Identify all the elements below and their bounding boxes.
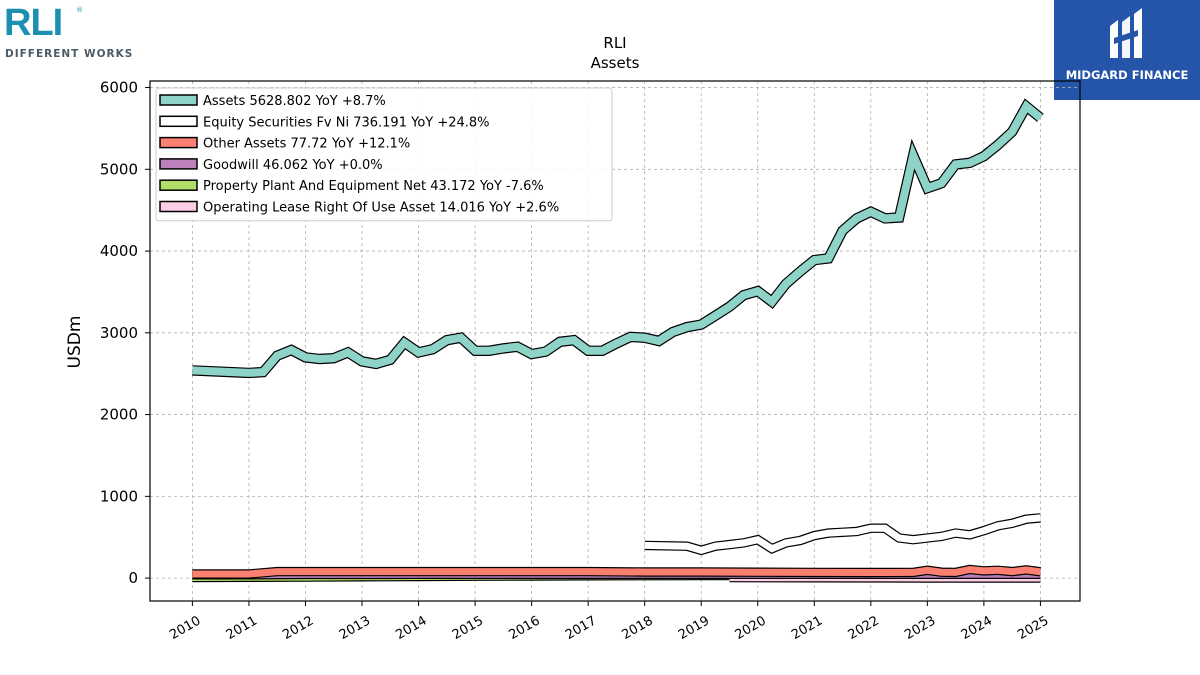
legend-swatch bbox=[159, 179, 198, 191]
midgard-finance-logo: MIDGARD FINANCE bbox=[1054, 0, 1200, 100]
y-tick-label: 4000 bbox=[100, 242, 138, 260]
y-tick-label: 6000 bbox=[100, 79, 138, 97]
x-tick-label: 2021 bbox=[789, 613, 825, 643]
x-tick-label: 2024 bbox=[959, 613, 995, 643]
y-tick-label: 3000 bbox=[100, 324, 138, 342]
x-tick-label: 2011 bbox=[224, 613, 260, 643]
x-tick-label: 2014 bbox=[393, 613, 429, 643]
x-tick-label: 2017 bbox=[563, 613, 599, 643]
legend: Assets 5628.802 YoY +8.7% Equity Securiti… bbox=[155, 87, 613, 222]
legend-entry-label: Equity Securities Fv Ni 736.191 YoY +24.… bbox=[203, 115, 490, 130]
legend-entry-label: Goodwill 46.062 YoY +0.0% bbox=[203, 158, 383, 173]
legend-entry-label: Assets 5628.802 YoY +8.7% bbox=[203, 94, 386, 109]
x-tick-label: 2019 bbox=[676, 613, 712, 643]
chart-title: RLI bbox=[603, 34, 626, 52]
chart-subtitle: Assets bbox=[591, 54, 640, 72]
midgard-emblem-icon bbox=[1110, 8, 1142, 58]
legend-entry-label: Property Plant And Equipment Net 43.172 … bbox=[203, 179, 544, 194]
x-tick-label: 2023 bbox=[902, 613, 938, 643]
series-other-assets-line bbox=[192, 565, 1041, 578]
legend-box bbox=[155, 87, 613, 222]
x-tick-label: 2016 bbox=[506, 613, 542, 643]
rli-tagline: DIFFERENT WORKS bbox=[5, 48, 134, 60]
x-tick-label: 2018 bbox=[620, 613, 656, 643]
legend-swatch bbox=[159, 158, 198, 170]
x-tick-label: 2025 bbox=[1015, 613, 1051, 643]
midgard-finance-name: MIDGARD FINANCE bbox=[1065, 68, 1189, 82]
rli-logo-mark: RLI bbox=[4, 2, 63, 44]
y-tick-label: 2000 bbox=[100, 406, 138, 424]
legend-swatch bbox=[159, 115, 198, 128]
legend-entry-label: Other Assets 77.72 YoY +12.1% bbox=[203, 137, 410, 152]
legend-swatch bbox=[159, 94, 198, 106]
series-assets-line bbox=[192, 100, 1043, 377]
rli-logo: RLI ® DIFFERENT WORKS bbox=[4, 4, 144, 64]
y-tick-label: 5000 bbox=[100, 160, 138, 178]
y-axis-label: USDm bbox=[65, 316, 85, 369]
legend-swatch bbox=[159, 136, 198, 149]
legend-swatch bbox=[159, 200, 198, 213]
legend-entry-label: Operating Lease Right Of Use Asset 14.01… bbox=[203, 201, 559, 216]
x-tick-label: 2010 bbox=[167, 613, 203, 643]
x-tick-label: 2012 bbox=[280, 613, 316, 643]
plot-frame bbox=[149, 80, 1081, 602]
x-tick-label: 2015 bbox=[450, 613, 486, 643]
y-tick-label: 1000 bbox=[100, 487, 138, 505]
x-tick-label: 2013 bbox=[337, 613, 373, 643]
x-tick-label: 2022 bbox=[846, 613, 882, 643]
rli-registered-mark: ® bbox=[76, 6, 83, 14]
y-tick-label: 0 bbox=[128, 569, 138, 587]
series-layer bbox=[192, 98, 1044, 583]
series-equity-securities-fv-ni-line bbox=[644, 514, 1041, 554]
x-tick-label: 2020 bbox=[733, 613, 769, 643]
